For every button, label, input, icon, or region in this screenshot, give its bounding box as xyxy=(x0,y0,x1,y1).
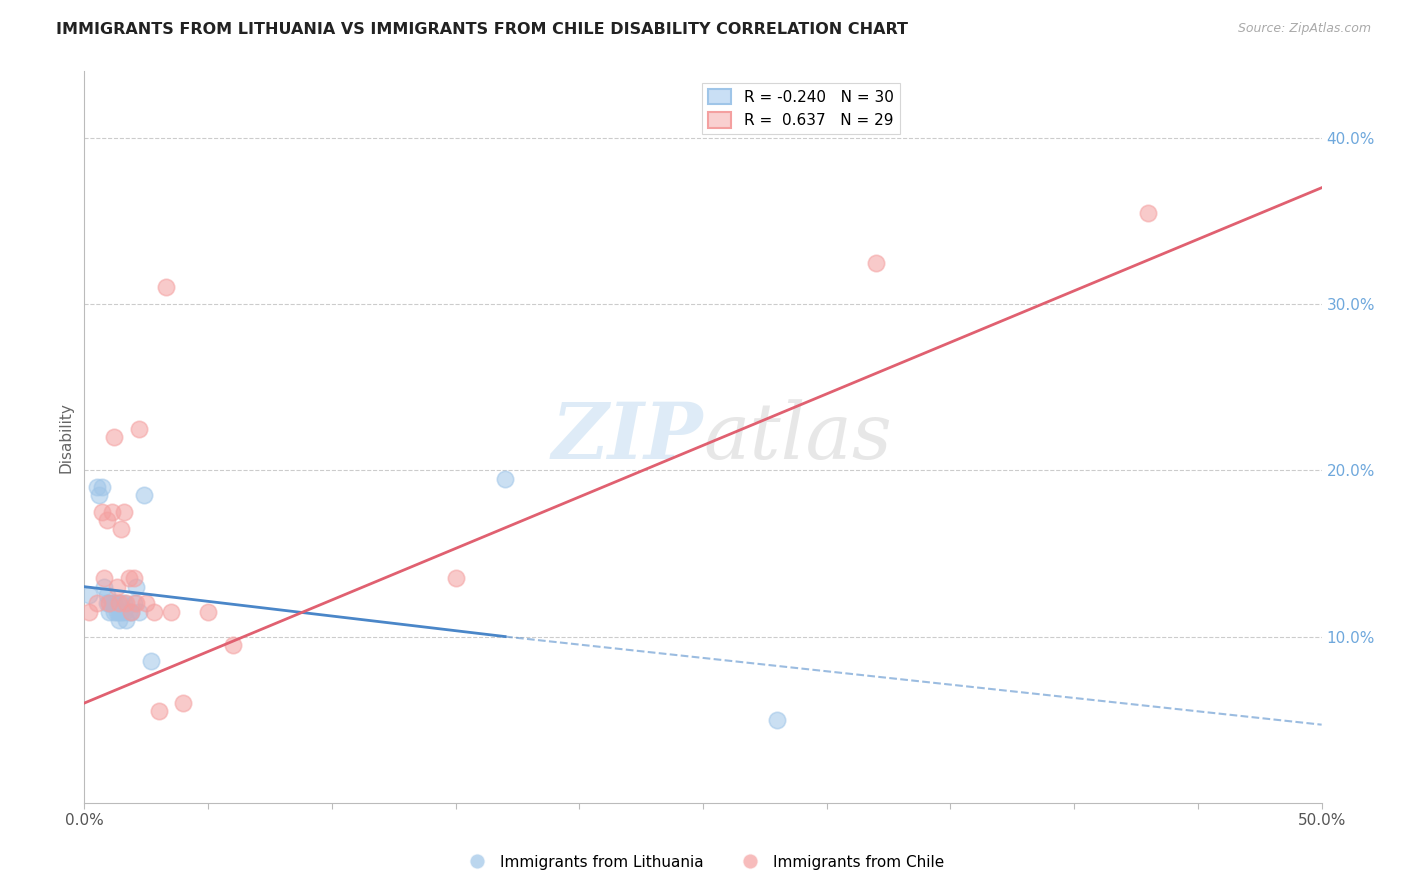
Text: Source: ZipAtlas.com: Source: ZipAtlas.com xyxy=(1237,22,1371,36)
Point xyxy=(105,605,128,619)
Point xyxy=(120,605,142,619)
Point xyxy=(98,596,121,610)
Point xyxy=(125,596,148,610)
Point xyxy=(115,613,138,627)
Point xyxy=(90,505,112,519)
Point xyxy=(120,605,142,619)
Point xyxy=(222,638,245,652)
Point xyxy=(865,255,887,269)
Point xyxy=(112,605,135,619)
Point xyxy=(172,696,194,710)
Point xyxy=(98,596,121,610)
Point xyxy=(766,713,789,727)
Point xyxy=(90,480,112,494)
Point xyxy=(444,571,467,585)
Text: IMMIGRANTS FROM LITHUANIA VS IMMIGRANTS FROM CHILE DISABILITY CORRELATION CHART: IMMIGRANTS FROM LITHUANIA VS IMMIGRANTS … xyxy=(56,22,908,37)
Point xyxy=(96,596,118,610)
Point xyxy=(122,596,145,610)
Point xyxy=(105,580,128,594)
Point xyxy=(108,596,131,610)
Point xyxy=(100,596,122,610)
Point xyxy=(197,605,219,619)
Point xyxy=(1137,205,1160,219)
Point xyxy=(89,488,111,502)
Point xyxy=(93,571,115,585)
Point xyxy=(79,588,101,602)
Point xyxy=(125,580,148,594)
Legend: Immigrants from Lithuania, Immigrants from Chile: Immigrants from Lithuania, Immigrants fr… xyxy=(456,848,950,876)
Point xyxy=(128,605,150,619)
Point xyxy=(110,521,132,535)
Point xyxy=(86,596,108,610)
Point xyxy=(160,605,183,619)
Point xyxy=(79,605,101,619)
Point xyxy=(86,480,108,494)
Point xyxy=(494,472,516,486)
Point xyxy=(103,605,125,619)
Y-axis label: Disability: Disability xyxy=(58,401,73,473)
Point xyxy=(118,605,141,619)
Point xyxy=(98,605,121,619)
Point xyxy=(142,605,165,619)
Point xyxy=(93,580,115,594)
Point xyxy=(112,596,135,610)
Point xyxy=(135,596,157,610)
Point xyxy=(105,596,128,610)
Point xyxy=(103,596,125,610)
Text: ZIP: ZIP xyxy=(551,399,703,475)
Point xyxy=(122,571,145,585)
Point xyxy=(108,605,131,619)
Point xyxy=(110,605,132,619)
Point xyxy=(96,513,118,527)
Point xyxy=(132,488,155,502)
Point xyxy=(96,588,118,602)
Point xyxy=(118,571,141,585)
Point xyxy=(112,505,135,519)
Point xyxy=(100,505,122,519)
Point xyxy=(148,705,170,719)
Text: atlas: atlas xyxy=(703,399,891,475)
Point xyxy=(110,596,132,610)
Point xyxy=(155,280,177,294)
Point xyxy=(128,422,150,436)
Point xyxy=(108,613,131,627)
Point xyxy=(141,655,163,669)
Point xyxy=(103,430,125,444)
Point xyxy=(115,596,138,610)
